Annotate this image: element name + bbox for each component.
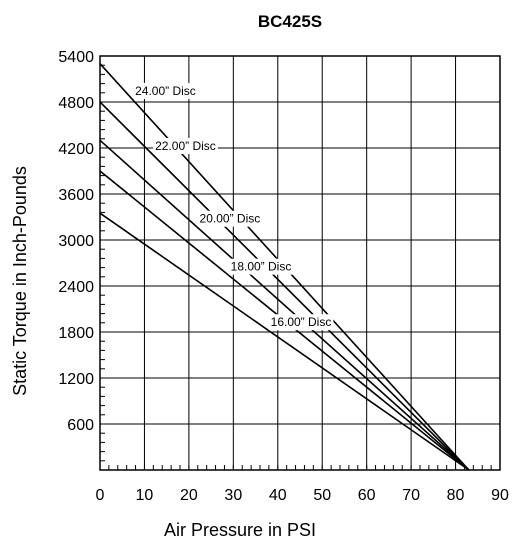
x-tick-label-30: 30 (224, 487, 242, 504)
y-axis-label: Static Torque in Inch-Pounds (10, 166, 30, 396)
y-tick-label-600: 600 (67, 417, 94, 434)
y-tick-label-1200: 1200 (58, 371, 94, 388)
series-label-1: 24.00” Disc (135, 84, 196, 98)
x-axis-label: Air Pressure in PSI (164, 520, 316, 540)
series-label-bg-1 (133, 82, 198, 99)
x-tick-label-80: 80 (447, 487, 465, 504)
chart-title: BC425S (258, 12, 322, 31)
grid (100, 56, 500, 470)
x-tick-label-20: 20 (180, 487, 198, 504)
y-tick-label-3000: 3000 (58, 233, 94, 250)
y-tick-label-3600: 3600 (58, 187, 94, 204)
x-tick-label-60: 60 (358, 487, 376, 504)
series-labels: 24.00” Disc 22.00” Disc 20.00” Disc 18.00” … (133, 82, 334, 331)
series-line-5 (99, 212, 470, 471)
series-label-5: 16.00” Disc (271, 315, 332, 329)
series-label-3: 20.00” Disc (200, 212, 261, 226)
y-tick-label-4200: 4200 (58, 141, 94, 158)
y-tick-label-2400: 2400 (58, 279, 94, 296)
plot-frame (99, 55, 501, 471)
x-tick-label-50: 50 (313, 487, 331, 504)
x-tick-label-90: 90 (491, 487, 509, 504)
y-tick-label-5400: 5400 (58, 49, 94, 66)
x-tick-label-70: 70 (402, 487, 420, 504)
series-label-2: 22.00” Disc (155, 139, 216, 153)
x-tick-label-10: 10 (136, 487, 154, 504)
series-line-2 (99, 101, 470, 471)
series-line-3 (99, 139, 470, 471)
x-tick-label-0: 0 (96, 487, 105, 504)
series-label-4: 18.00” Disc (231, 260, 292, 274)
y-tick-label-1800: 1800 (58, 325, 94, 342)
series-label-bg-2 (153, 137, 218, 154)
minor-ticks (99, 55, 501, 471)
y-tick-label-4800: 4800 (58, 95, 94, 112)
y-tick-labels: 600 1200 1800 2400 3000 3600 4200 4800 5400 (58, 49, 94, 434)
series-label-bg-3 (197, 210, 263, 227)
series-label-bg-4 (228, 258, 294, 275)
x-tick-labels: 0 10 20 30 40 50 60 70 80 90 (96, 487, 509, 504)
x-tick-label-40: 40 (269, 487, 287, 504)
series-label-bg-5 (268, 314, 334, 331)
